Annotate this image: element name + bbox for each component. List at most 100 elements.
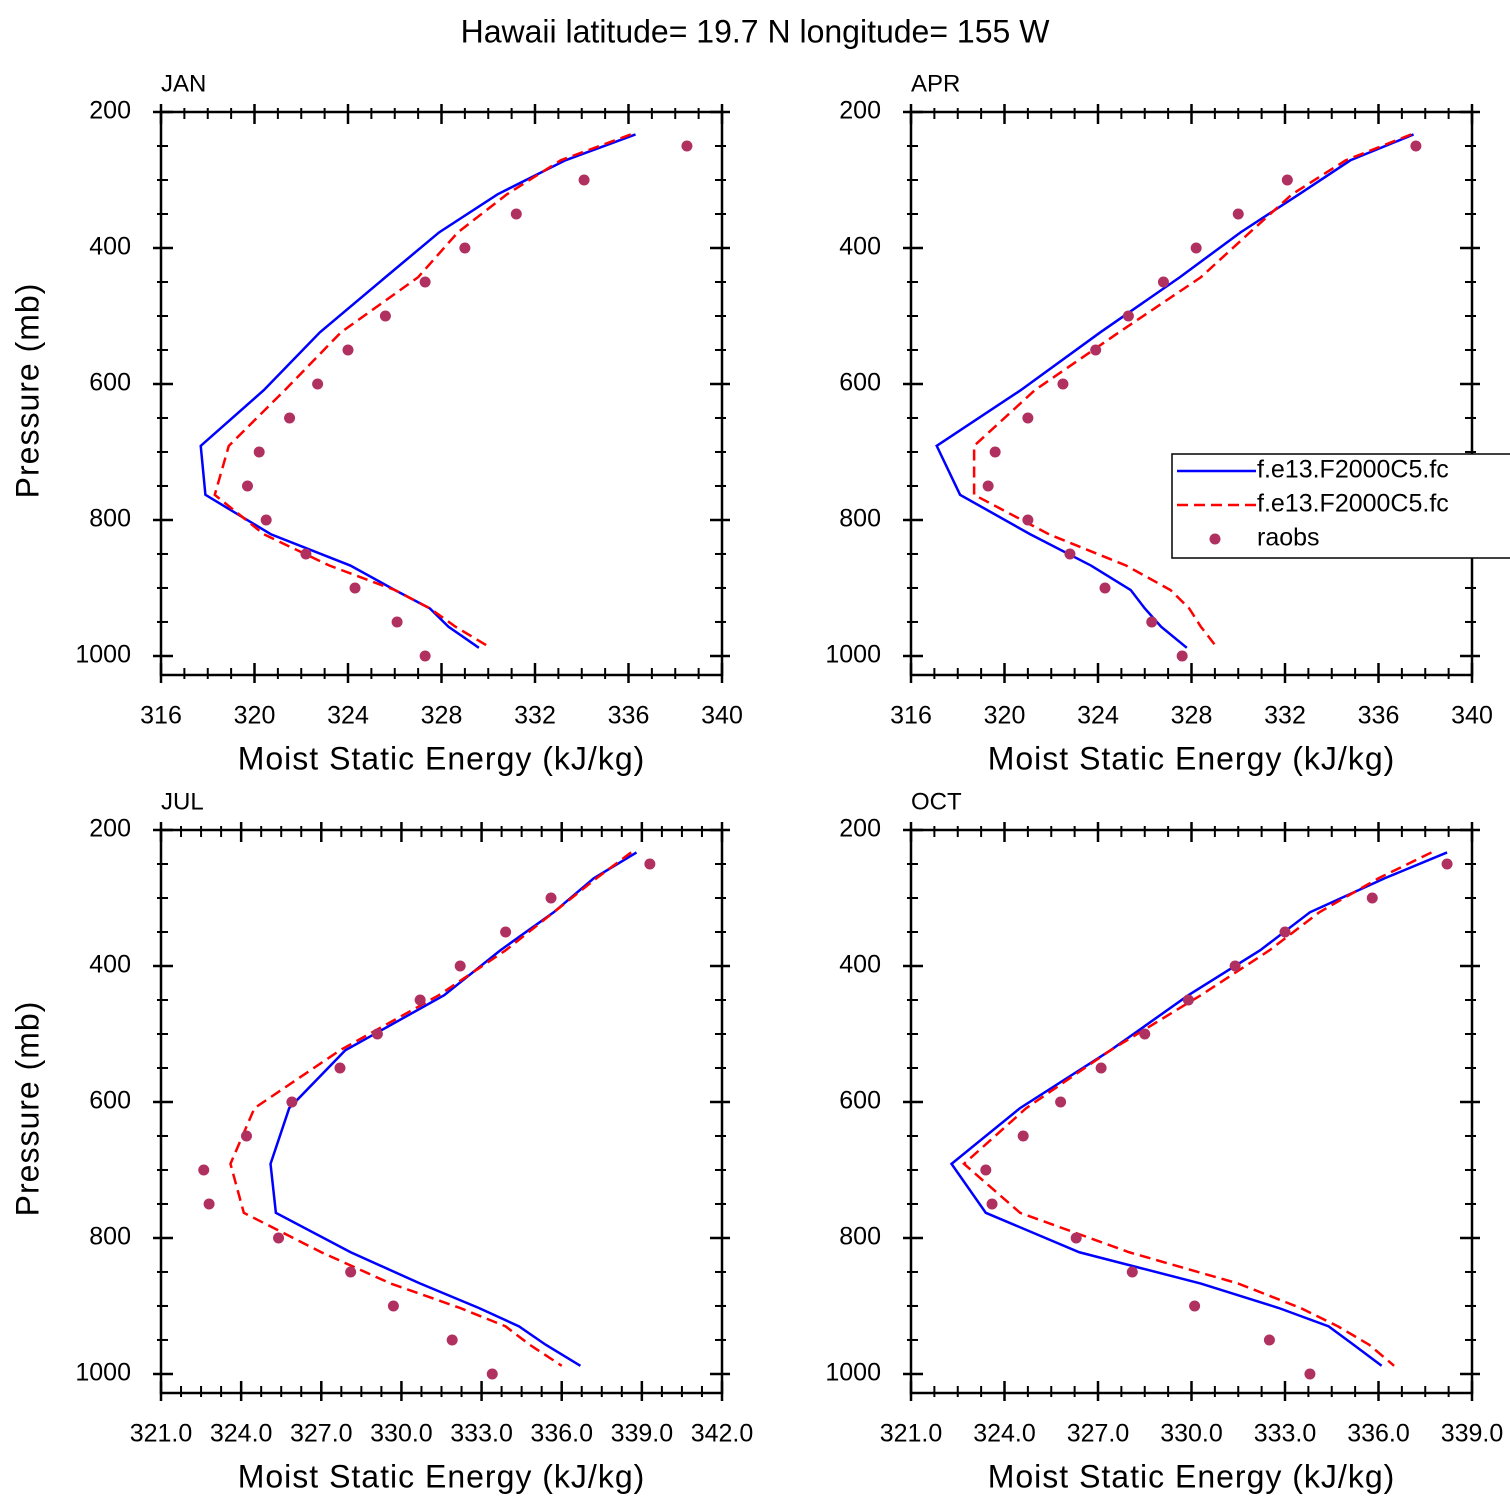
y-tick-label: 800 xyxy=(89,505,131,533)
obs-point xyxy=(1017,1130,1029,1142)
y-tick-label: 1000 xyxy=(75,1359,131,1387)
x-tick-label: 339.0 xyxy=(1441,1420,1504,1448)
model-line xyxy=(935,133,1415,649)
x-axis-title: Moist Static Energy (kJ/kg) xyxy=(988,1458,1396,1494)
x-tick-label: 336 xyxy=(1358,702,1400,730)
obs-point xyxy=(312,378,324,390)
y-tick-label: 600 xyxy=(839,369,881,397)
y-tick-label: 600 xyxy=(89,1087,131,1115)
obs-point xyxy=(986,1198,998,1210)
obs-point xyxy=(379,310,391,322)
obs-point xyxy=(980,1164,992,1176)
panel: JUL 321.0 324.0 327.0 330.0 333.0 336.0 339.0 34… xyxy=(9,788,753,1494)
obs-point xyxy=(334,1062,346,1074)
x-tick-label: 328 xyxy=(421,702,463,730)
x-axis-title: Moist Static Energy (kJ/kg) xyxy=(238,740,646,776)
x-tick-label: 321.0 xyxy=(130,1420,193,1448)
plot-frame xyxy=(909,828,1474,1395)
panel-title: OCT xyxy=(911,788,962,815)
obs-point xyxy=(387,1300,399,1312)
y-tick-label: 400 xyxy=(89,233,131,261)
obs-point xyxy=(1022,412,1034,424)
obs-point xyxy=(578,174,590,186)
x-tick-label: 320 xyxy=(984,702,1026,730)
obs-point xyxy=(446,1334,458,1346)
y-axis-title: Pressure (mb) xyxy=(9,283,45,499)
x-tick-label: 316 xyxy=(140,702,182,730)
x-tick-label: 330.0 xyxy=(1160,1420,1223,1448)
y-tick-label: 400 xyxy=(839,951,881,979)
obs-point xyxy=(1366,892,1378,904)
x-tick-label: 333.0 xyxy=(1254,1420,1317,1448)
obs-point xyxy=(500,926,512,938)
model-line xyxy=(229,851,632,1367)
model-line xyxy=(213,133,632,649)
x-tick-label: 332 xyxy=(514,702,556,730)
obs-point xyxy=(644,858,656,870)
panel-title: JAN xyxy=(161,70,206,97)
obs-point xyxy=(419,650,431,662)
obs-point xyxy=(1229,960,1241,972)
obs-point xyxy=(349,582,361,594)
obs-point xyxy=(1099,582,1111,594)
y-tick-label: 400 xyxy=(839,233,881,261)
obs-point xyxy=(1279,926,1291,938)
panel: APR 316 320 324 328 332 336 340 200 400 600 800 1000… xyxy=(825,70,1510,776)
obs-point xyxy=(345,1266,357,1278)
obs-point xyxy=(545,892,557,904)
y-tick-label: 200 xyxy=(839,97,881,125)
obs-point xyxy=(459,242,471,254)
x-tick-label: 340 xyxy=(701,702,743,730)
y-tick-label: 1000 xyxy=(825,1359,881,1387)
y-tick-label: 600 xyxy=(839,1087,881,1115)
x-tick-label: 324.0 xyxy=(973,1420,1036,1448)
obs-point xyxy=(1176,650,1188,662)
plot-frame xyxy=(159,828,724,1395)
x-tick-label: 339.0 xyxy=(611,1420,674,1448)
x-axis-title: Moist Static Energy (kJ/kg) xyxy=(988,740,1396,776)
obs-point xyxy=(1441,858,1453,870)
legend-label: f.e13.F2000C5.fc xyxy=(1257,490,1449,518)
obs-point xyxy=(1064,548,1076,560)
plot-frame xyxy=(909,110,1474,677)
model-line xyxy=(962,851,1433,1367)
y-axis-title: Pressure (mb) xyxy=(9,1001,45,1217)
obs-point xyxy=(1189,1300,1201,1312)
y-tick-label: 800 xyxy=(839,1223,881,1251)
y-tick-label: 1000 xyxy=(75,641,131,669)
model-line xyxy=(199,133,636,649)
obs-point xyxy=(1055,1096,1067,1108)
obs-point xyxy=(203,1198,215,1210)
x-tick-label: 316 xyxy=(890,702,932,730)
x-tick-label: 321.0 xyxy=(880,1420,943,1448)
obs-point xyxy=(1182,994,1194,1006)
x-tick-label: 320 xyxy=(234,702,276,730)
obs-point xyxy=(241,480,253,492)
x-tick-label: 324 xyxy=(327,702,369,730)
x-tick-label: 340 xyxy=(1451,702,1493,730)
y-tick-label: 600 xyxy=(89,369,131,397)
obs-point xyxy=(1157,276,1169,288)
x-tick-label: 327.0 xyxy=(1067,1420,1130,1448)
obs-point xyxy=(454,960,466,972)
obs-point xyxy=(273,1232,285,1244)
y-tick-label: 1000 xyxy=(825,641,881,669)
x-tick-label: 324 xyxy=(1077,702,1119,730)
obs-point xyxy=(989,446,1001,458)
y-tick-label: 800 xyxy=(89,1223,131,1251)
x-tick-label: 336.0 xyxy=(1347,1420,1410,1448)
x-tick-label: 324.0 xyxy=(210,1420,273,1448)
obs-point xyxy=(1304,1368,1316,1380)
x-tick-label: 336.0 xyxy=(530,1420,593,1448)
obs-point xyxy=(284,412,296,424)
obs-point xyxy=(1095,1062,1107,1074)
model-line xyxy=(949,851,1448,1367)
obs-point xyxy=(486,1368,498,1380)
x-tick-label: 330.0 xyxy=(370,1420,433,1448)
panel: JAN 316 320 324 328 332 336 340 200 400 600 800 1000… xyxy=(9,70,742,776)
model-line xyxy=(972,133,1412,649)
y-tick-label: 800 xyxy=(839,505,881,533)
obs-point xyxy=(286,1096,298,1108)
obs-point xyxy=(1022,514,1034,526)
